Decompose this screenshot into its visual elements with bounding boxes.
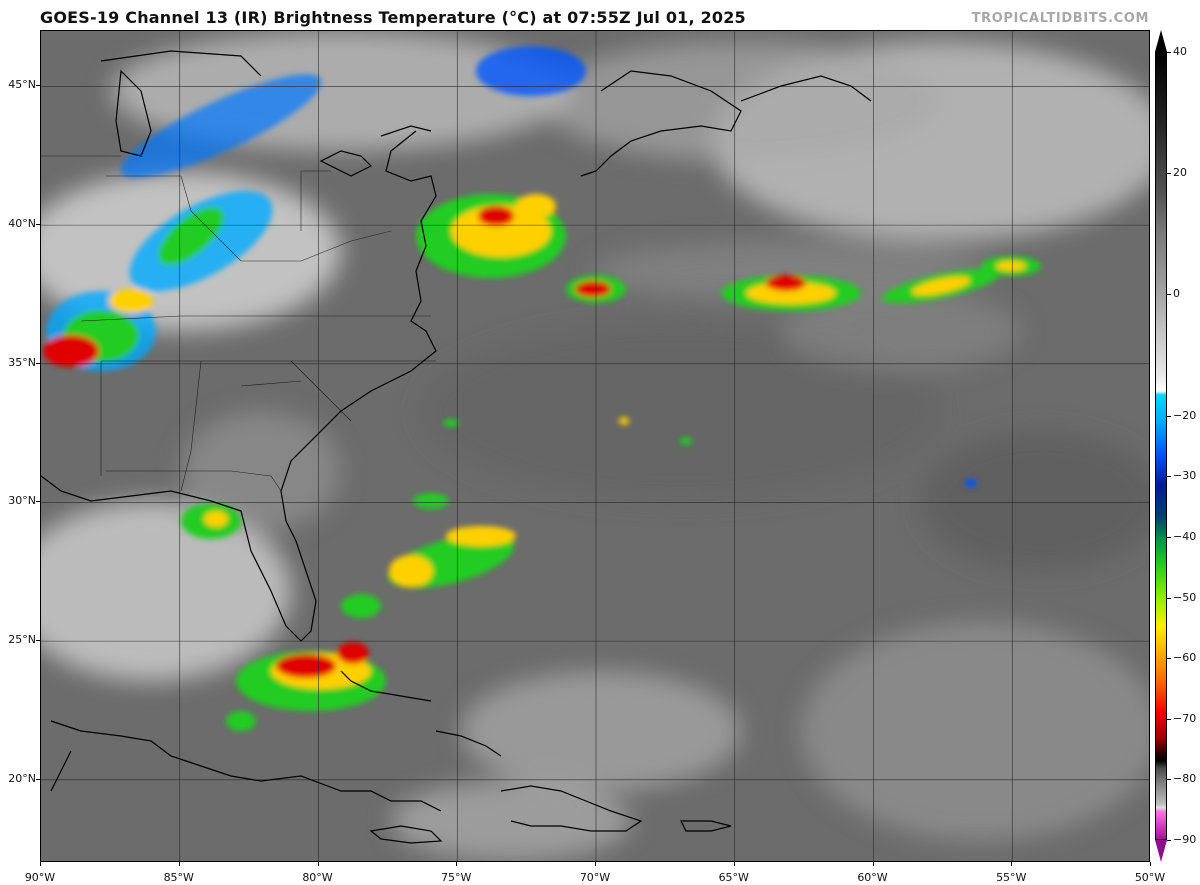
colorbar-label: 0 bbox=[1173, 287, 1180, 301]
latitude-label: 30°N bbox=[8, 494, 36, 508]
latitude-tick bbox=[36, 640, 40, 642]
colorbar-tick bbox=[1167, 173, 1171, 175]
site-credit: TROPICALTIDBITS.COM bbox=[971, 11, 1149, 26]
colorbar-tick bbox=[1167, 840, 1171, 841]
colorbar-label: −90 bbox=[1173, 833, 1197, 846]
colorbar-bottom-cap bbox=[1155, 840, 1167, 862]
longitude-tick bbox=[733, 862, 735, 866]
longitude-label: 70°W bbox=[579, 871, 611, 884]
latitude-label: 25°N bbox=[8, 633, 36, 647]
map-title: GOES-19 Channel 13 (IR) Brightness Tempe… bbox=[40, 8, 746, 27]
colorbar-label: −60 bbox=[1173, 651, 1197, 665]
colorbar-label: 20 bbox=[1173, 166, 1187, 180]
longitude-tick bbox=[456, 862, 458, 866]
longitude-label: 60°W bbox=[857, 871, 888, 884]
convective-clouds bbox=[43, 46, 1041, 731]
colorbar-tick bbox=[1167, 718, 1171, 720]
cloud-texture bbox=[41, 31, 1149, 861]
coastlines bbox=[41, 50, 872, 844]
latitude-tick bbox=[36, 362, 40, 364]
longitude-label: 50°W bbox=[1134, 871, 1166, 884]
colorbar-tick bbox=[1167, 415, 1171, 417]
satellite-map[interactable] bbox=[40, 30, 1150, 862]
political-borders bbox=[41, 155, 436, 492]
latitude-tick bbox=[36, 778, 40, 780]
longitude-label: 55°W bbox=[996, 871, 1027, 884]
colorbar-label: −50 bbox=[1173, 590, 1197, 604]
longitude-tick bbox=[595, 862, 596, 866]
colorbar-label: −30 bbox=[1173, 469, 1197, 483]
colorbar-label: −70 bbox=[1173, 711, 1197, 725]
colorbar-tick bbox=[1167, 476, 1171, 478]
longitude-label: 85°W bbox=[163, 871, 194, 884]
temperature-colorbar bbox=[1155, 52, 1167, 840]
latitude-tick bbox=[36, 85, 40, 87]
colorbar-label: −20 bbox=[1173, 408, 1197, 422]
colorbar-tick bbox=[1167, 779, 1171, 781]
longitude-tick bbox=[1150, 862, 1151, 866]
colorbar-tick bbox=[1167, 294, 1171, 296]
satellite-imagery bbox=[41, 31, 1149, 861]
latitude-label: 35°N bbox=[8, 355, 36, 369]
colorbar-top-cap bbox=[1155, 30, 1167, 52]
latitude-label: 20°N bbox=[8, 771, 36, 785]
colorbar-tick bbox=[1167, 658, 1171, 660]
graticule bbox=[41, 31, 1149, 861]
longitude-tick bbox=[40, 862, 41, 866]
longitude-label: 90°W bbox=[24, 871, 56, 884]
latitude-label: 40°N bbox=[8, 217, 36, 231]
longitude-tick bbox=[178, 862, 180, 866]
longitude-label: 65°W bbox=[718, 871, 749, 884]
colorbar-tick bbox=[1167, 597, 1171, 599]
colorbar-tick bbox=[1167, 536, 1171, 538]
colorbar-label: 40 bbox=[1173, 45, 1187, 58]
colorbar-tick bbox=[1167, 52, 1171, 53]
longitude-tick bbox=[872, 862, 874, 866]
latitude-tick bbox=[36, 224, 40, 226]
colorbar-label: −80 bbox=[1173, 772, 1197, 786]
latitude-label: 45°N bbox=[8, 78, 36, 92]
latitude-tick bbox=[36, 501, 40, 503]
longitude-label: 75°W bbox=[441, 871, 472, 884]
longitude-tick bbox=[1011, 862, 1013, 866]
longitude-tick bbox=[317, 862, 319, 866]
colorbar-label: −40 bbox=[1173, 529, 1197, 543]
longitude-label: 80°W bbox=[302, 871, 333, 884]
